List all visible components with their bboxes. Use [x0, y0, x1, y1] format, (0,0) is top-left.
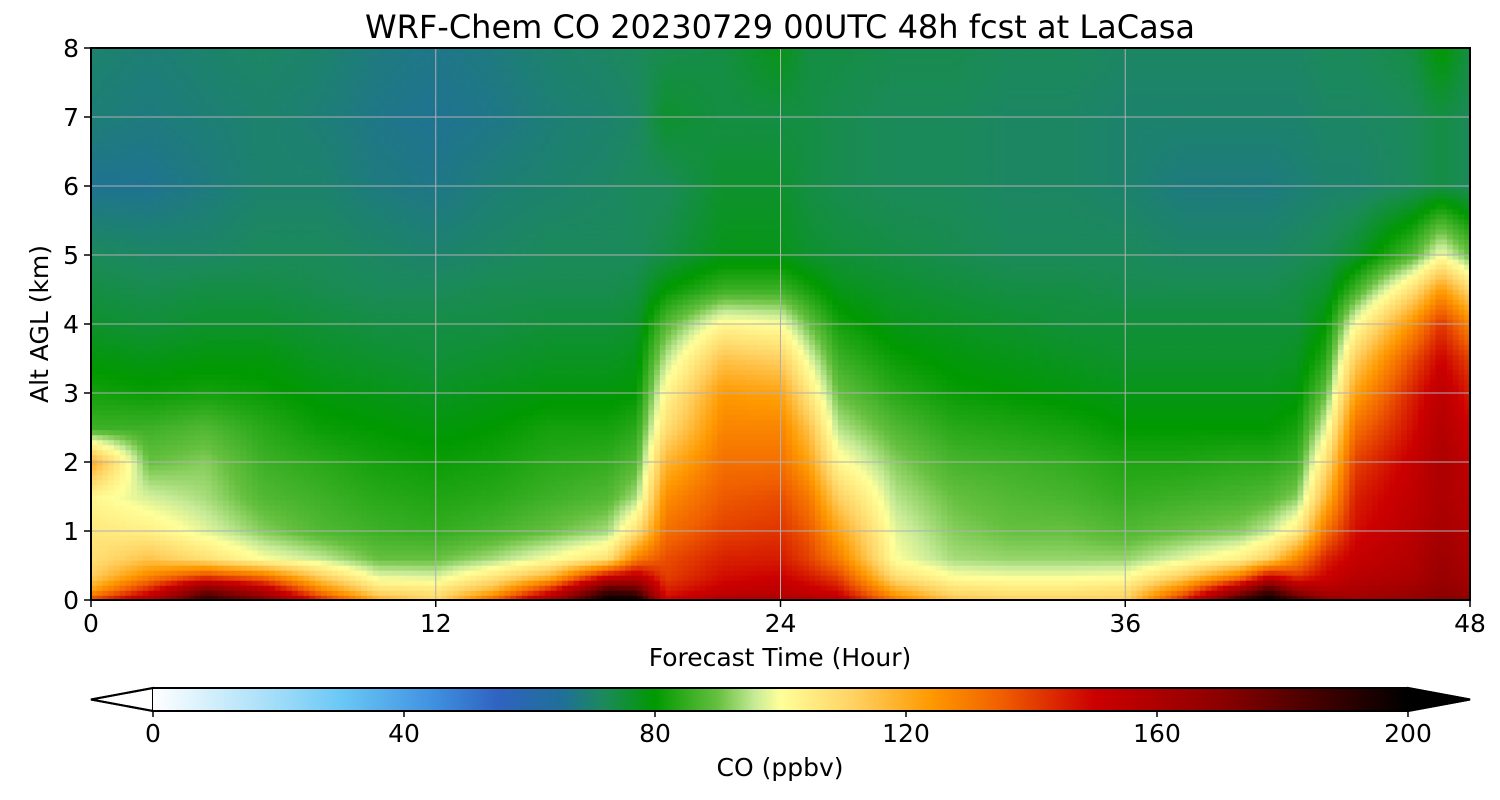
- colorbar-max-extension: [1408, 688, 1470, 711]
- y-axis-label: Alt AGL (km): [25, 245, 54, 403]
- x-axis-label: Forecast Time (Hour): [649, 643, 912, 672]
- figure: WRF-Chem CO 20230729 00UTC 48h fcst at L…: [0, 0, 1500, 800]
- colorbar-tick-label: 120: [882, 719, 930, 748]
- y-tick-label: 6: [63, 172, 79, 201]
- x-axis-ticks: 0 12 24 36 48: [83, 600, 1486, 638]
- colorbar-min-extension: [91, 688, 153, 711]
- colorbar-tick-label: 200: [1384, 719, 1432, 748]
- y-tick-label: 2: [63, 448, 79, 477]
- colorbar: 0 40 80 120 160 200 CO (ppbv): [91, 688, 1470, 782]
- y-tick-label: 0: [63, 586, 79, 615]
- y-tick-label: 1: [63, 517, 79, 546]
- colorbar-label: CO (ppbv): [717, 753, 844, 782]
- colorbar-gradient: [153, 688, 1408, 711]
- y-axis-ticks: 0 1 2 3 4 5 6 7 8: [63, 34, 91, 615]
- colorbar-tick-label: 160: [1133, 719, 1181, 748]
- y-tick-label: 4: [63, 310, 79, 339]
- colorbar-tick-label: 80: [639, 719, 671, 748]
- colorbar-tick-label: 40: [388, 719, 420, 748]
- colorbar-tick-label: 0: [145, 719, 161, 748]
- colorbar-ticks: 0 40 80 120 160 200: [145, 711, 1432, 748]
- x-tick-label: 12: [420, 609, 452, 638]
- x-tick-label: 48: [1454, 609, 1486, 638]
- y-tick-label: 3: [63, 379, 79, 408]
- y-tick-label: 7: [63, 103, 79, 132]
- x-tick-label: 36: [1109, 609, 1141, 638]
- x-tick-label: 0: [83, 609, 99, 638]
- colorbar-shapes: [91, 688, 1470, 711]
- x-tick-label: 24: [765, 609, 797, 638]
- y-tick-label: 5: [63, 241, 79, 270]
- chart-title: WRF-Chem CO 20230729 00UTC 48h fcst at L…: [365, 8, 1195, 46]
- y-tick-label: 8: [63, 34, 79, 63]
